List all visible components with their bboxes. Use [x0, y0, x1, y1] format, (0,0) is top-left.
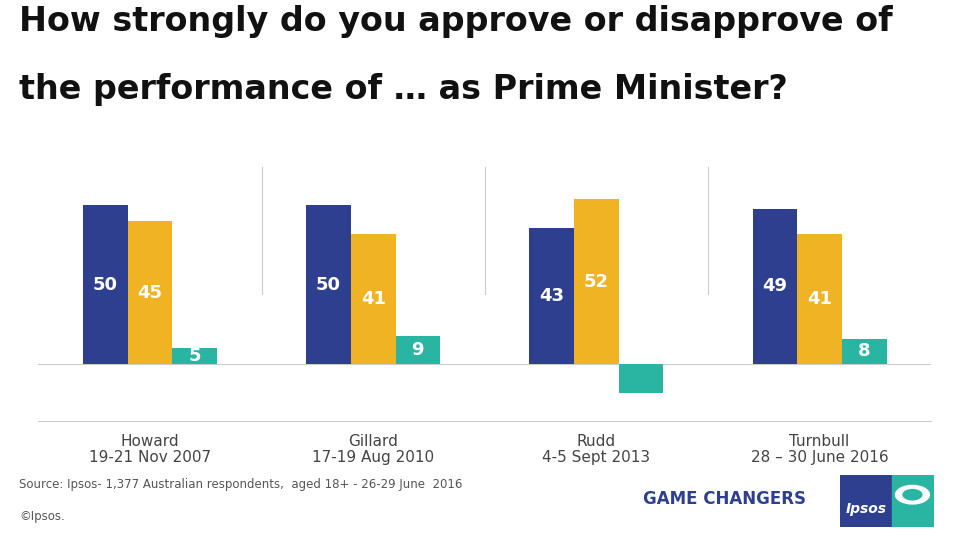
Circle shape	[903, 490, 922, 500]
Bar	[753, 208, 797, 364]
Text: 5: 5	[188, 347, 201, 365]
Text: 28 – 30 June 2016: 28 – 30 June 2016	[751, 450, 888, 465]
Text: 49: 49	[762, 278, 787, 295]
Text: How strongly do you approve or disapprove of: How strongly do you approve or disapprov…	[19, 5, 893, 38]
Text: ©Ipsos.: ©Ipsos.	[19, 510, 65, 523]
Text: 9: 9	[412, 341, 424, 359]
Text: 43: 43	[540, 287, 564, 305]
Text: -9: -9	[670, 369, 690, 387]
Circle shape	[896, 485, 929, 504]
Bar	[396, 335, 440, 364]
Text: 17-19 Aug 2010: 17-19 Aug 2010	[312, 450, 434, 465]
Text: Turnbull: Turnbull	[789, 434, 850, 449]
Text: Rudd: Rudd	[577, 434, 616, 449]
Text: 50: 50	[316, 276, 341, 294]
Bar	[842, 339, 887, 364]
Bar	[351, 234, 396, 364]
Bar	[619, 364, 663, 393]
Text: 41: 41	[807, 290, 832, 308]
Text: 19-21 Nov 2007: 19-21 Nov 2007	[89, 450, 211, 465]
Text: Howard: Howard	[121, 434, 180, 449]
Text: the performance of … as Prime Minister?: the performance of … as Prime Minister?	[19, 73, 788, 106]
Bar	[798, 234, 842, 364]
Text: 4-5 Sept 2013: 4-5 Sept 2013	[542, 450, 651, 465]
Text: GAME CHANGERS: GAME CHANGERS	[643, 490, 806, 509]
Bar	[530, 228, 574, 364]
Bar	[892, 475, 934, 526]
Text: Gillard: Gillard	[348, 434, 398, 449]
Bar	[840, 475, 892, 526]
Bar	[306, 206, 351, 364]
Bar	[574, 199, 619, 364]
Text: 41: 41	[361, 290, 386, 308]
Text: 52: 52	[584, 273, 609, 291]
Text: 8: 8	[858, 342, 871, 360]
Text: Source: Ipsos- 1,377 Australian respondents,  aged 18+ - 26-29 June  2016: Source: Ipsos- 1,377 Australian responde…	[19, 478, 463, 491]
Text: 50: 50	[93, 276, 118, 294]
Bar	[83, 206, 128, 364]
Bar	[128, 221, 173, 364]
Text: 45: 45	[137, 284, 162, 302]
Bar	[173, 348, 217, 364]
Text: Ipsos: Ipsos	[846, 502, 886, 516]
